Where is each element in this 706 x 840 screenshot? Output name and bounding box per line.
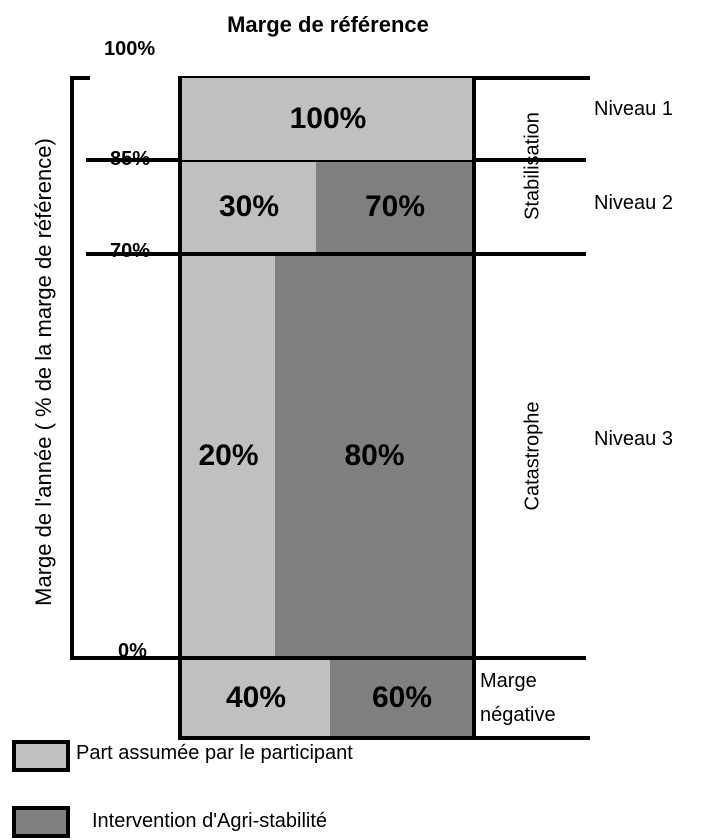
level1-name: Niveau 1 (594, 98, 673, 120)
level2-participant-cell: 30% (182, 162, 316, 252)
negative-program-cell: 60% (330, 660, 474, 736)
negative-participant-share: 40% (225, 681, 287, 714)
level2-program-share: 70% (364, 190, 426, 223)
level2-program-cell: 70% (316, 162, 474, 252)
line-70 (86, 252, 586, 256)
y-axis-bracket-line (70, 76, 74, 660)
y-axis-title: Marge de l'année ( % de la marge de réfé… (31, 138, 56, 606)
level3-name: Niveau 3 (594, 428, 673, 450)
tick-label-100: 100% (104, 38, 156, 60)
tick-label-70: 70% (110, 240, 151, 262)
level1-participant-share: 100% (289, 102, 367, 135)
zone-label-stabilization: Stabilisation (521, 112, 544, 220)
line-0 (86, 656, 586, 660)
zone-label-catastrophe: Catastrophe (521, 401, 544, 511)
y-axis-bracket-bottom (70, 656, 90, 660)
negative-participant-cell: 40% (182, 660, 330, 736)
negative-program-share: 60% (371, 681, 433, 714)
level3-participant-cell: 20% (182, 256, 275, 656)
line-negative-bottom (180, 736, 590, 740)
legend-swatch-program (12, 806, 70, 838)
legend-swatch-participant (12, 740, 70, 772)
negative-name-line1: Marge (480, 670, 537, 692)
y-axis-bracket-top (70, 76, 90, 80)
legend-label-program: Intervention d'Agri-stabilité (92, 810, 328, 832)
legend-label-participant: Part assumée par le participant (76, 742, 353, 764)
diagram-title: Marge de référence (227, 12, 429, 37)
line-85 (86, 158, 586, 162)
level1-participant-cell: 100% (182, 78, 474, 160)
negative-name-line2: négative (480, 704, 556, 726)
block-left-border (178, 76, 182, 740)
level3-program-share: 80% (344, 439, 405, 472)
level2-name: Niveau 2 (594, 192, 673, 214)
level2-participant-share: 30% (218, 190, 280, 223)
block-right-border (472, 76, 476, 740)
level3-participant-share: 20% (198, 439, 259, 472)
level3-program-cell: 80% (275, 256, 474, 656)
